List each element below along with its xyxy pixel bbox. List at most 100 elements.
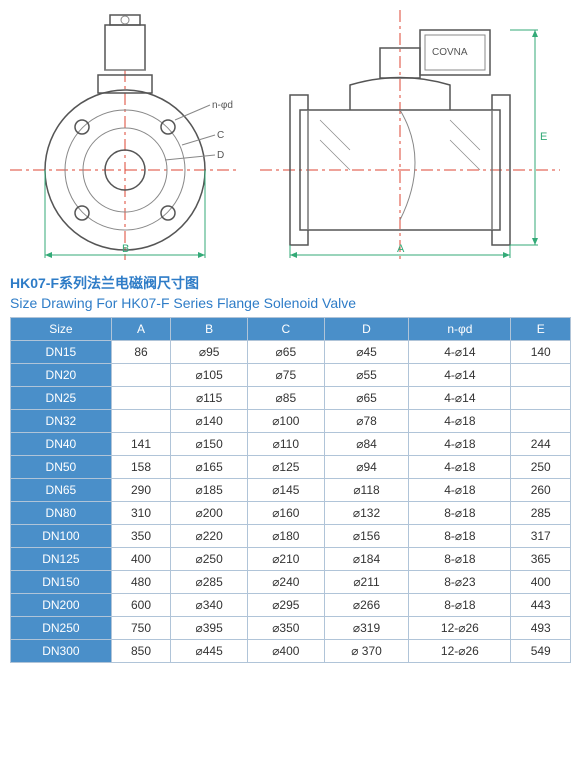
value-cell: ⌀400 (247, 640, 324, 663)
size-cell: DN80 (11, 502, 112, 525)
value-cell: 140 (511, 341, 571, 364)
dim-b: B (122, 243, 129, 255)
value-cell: ⌀75 (247, 364, 324, 387)
label-c: C (217, 130, 224, 141)
value-cell: ⌀240 (247, 571, 324, 594)
value-cell (111, 364, 171, 387)
table-row: DN40141⌀150⌀110⌀844-⌀18244 (11, 433, 571, 456)
value-cell: ⌀105 (171, 364, 248, 387)
value-cell: 8-⌀23 (409, 571, 511, 594)
value-cell: ⌀185 (171, 479, 248, 502)
size-cell: DN15 (11, 341, 112, 364)
value-cell: ⌀156 (324, 525, 409, 548)
value-cell: 549 (511, 640, 571, 663)
value-cell: 260 (511, 479, 571, 502)
value-cell: 600 (111, 594, 171, 617)
value-cell (111, 410, 171, 433)
value-cell: ⌀445 (171, 640, 248, 663)
size-cell: DN32 (11, 410, 112, 433)
table-row: DN250750⌀395⌀350⌀31912-⌀26493 (11, 617, 571, 640)
table-row: DN25⌀115⌀85⌀654-⌀14 (11, 387, 571, 410)
table-row: DN65290⌀185⌀145⌀1184-⌀18260 (11, 479, 571, 502)
size-cell: DN125 (11, 548, 112, 571)
value-cell: ⌀184 (324, 548, 409, 571)
value-cell: 850 (111, 640, 171, 663)
value-cell: 8-⌀18 (409, 502, 511, 525)
value-cell: 480 (111, 571, 171, 594)
value-cell (511, 387, 571, 410)
col-header: D (324, 318, 409, 341)
front-view: n-φd C D B (10, 10, 240, 263)
table-row: DN125400⌀250⌀210⌀1848-⌀18365 (11, 548, 571, 571)
value-cell: 400 (511, 571, 571, 594)
label-d: D (217, 150, 224, 161)
value-cell: ⌀125 (247, 456, 324, 479)
size-cell: DN300 (11, 640, 112, 663)
value-cell: ⌀200 (171, 502, 248, 525)
value-cell: 290 (111, 479, 171, 502)
value-cell: 365 (511, 548, 571, 571)
value-cell: 8-⌀18 (409, 594, 511, 617)
value-cell: 493 (511, 617, 571, 640)
value-cell: 4-⌀18 (409, 456, 511, 479)
value-cell: ⌀211 (324, 571, 409, 594)
value-cell: 12-⌀26 (409, 640, 511, 663)
value-cell: 317 (511, 525, 571, 548)
value-cell: 4-⌀18 (409, 479, 511, 502)
value-cell: ⌀84 (324, 433, 409, 456)
value-cell: ⌀180 (247, 525, 324, 548)
size-cell: DN65 (11, 479, 112, 502)
col-header: A (111, 318, 171, 341)
value-cell: ⌀95 (171, 341, 248, 364)
col-header: C (247, 318, 324, 341)
value-cell: ⌀319 (324, 617, 409, 640)
value-cell: ⌀266 (324, 594, 409, 617)
dim-a: A (397, 243, 405, 255)
value-cell: 350 (111, 525, 171, 548)
value-cell: 141 (111, 433, 171, 456)
table-row: DN300850⌀445⌀400⌀ 37012-⌀26549 (11, 640, 571, 663)
value-cell: 86 (111, 341, 171, 364)
value-cell: ⌀100 (247, 410, 324, 433)
value-cell: ⌀295 (247, 594, 324, 617)
col-header: n-φd (409, 318, 511, 341)
value-cell: 750 (111, 617, 171, 640)
value-cell: ⌀132 (324, 502, 409, 525)
value-cell: ⌀165 (171, 456, 248, 479)
value-cell: ⌀45 (324, 341, 409, 364)
table-row: DN80310⌀200⌀160⌀1328-⌀18285 (11, 502, 571, 525)
drawings-row: n-φd C D B (10, 10, 571, 263)
value-cell: 4-⌀14 (409, 341, 511, 364)
value-cell: 250 (511, 456, 571, 479)
value-cell: 285 (511, 502, 571, 525)
table-row: DN200600⌀340⌀295⌀2668-⌀18443 (11, 594, 571, 617)
value-cell: ⌀110 (247, 433, 324, 456)
table-row: DN50158⌀165⌀125⌀944-⌀18250 (11, 456, 571, 479)
value-cell: ⌀285 (171, 571, 248, 594)
value-cell: ⌀350 (247, 617, 324, 640)
value-cell: 12-⌀26 (409, 617, 511, 640)
table-row: DN20⌀105⌀75⌀554-⌀14 (11, 364, 571, 387)
col-header: E (511, 318, 571, 341)
value-cell: ⌀65 (247, 341, 324, 364)
value-cell: ⌀78 (324, 410, 409, 433)
value-cell: 400 (111, 548, 171, 571)
value-cell: ⌀55 (324, 364, 409, 387)
value-cell: ⌀250 (171, 548, 248, 571)
value-cell: 443 (511, 594, 571, 617)
col-header: Size (11, 318, 112, 341)
value-cell: ⌀160 (247, 502, 324, 525)
dimension-table: SizeABCDn-φdE DN1586⌀95⌀65⌀454-⌀14140 DN2… (10, 317, 571, 663)
title-cn: HK07-F系列法兰电磁阀尺寸图 (10, 273, 571, 293)
size-cell: DN150 (11, 571, 112, 594)
value-cell (511, 364, 571, 387)
title-en: Size Drawing For HK07-F Series Flange So… (10, 295, 571, 311)
value-cell: ⌀145 (247, 479, 324, 502)
dim-e: E (540, 131, 547, 143)
col-header: B (171, 318, 248, 341)
table-row: DN150480⌀285⌀240⌀2118-⌀23400 (11, 571, 571, 594)
label-covna: COVNA (432, 47, 468, 58)
size-cell: DN20 (11, 364, 112, 387)
table-row: DN32⌀140⌀100⌀784-⌀18 (11, 410, 571, 433)
size-cell: DN40 (11, 433, 112, 456)
